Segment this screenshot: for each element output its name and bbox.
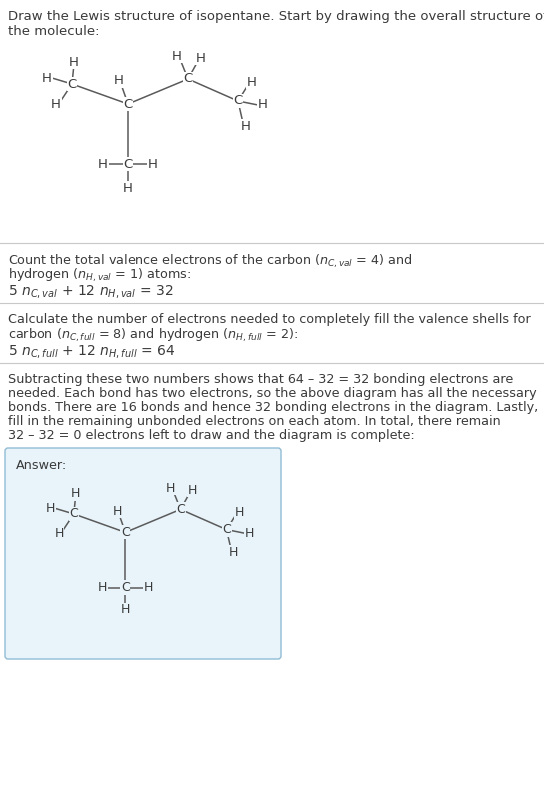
Text: bonds. There are 16 bonds and hence 32 bonding electrons in the diagram. Lastly,: bonds. There are 16 bonds and hence 32 b… [8, 401, 538, 414]
Text: H: H [144, 581, 153, 594]
Text: H: H [54, 527, 64, 540]
Text: needed. Each bond has two electrons, so the above diagram has all the necessary: needed. Each bond has two electrons, so … [8, 387, 536, 400]
Text: hydrogen ($n_{H,val}$ = 1) atoms:: hydrogen ($n_{H,val}$ = 1) atoms: [8, 267, 191, 284]
Text: H: H [123, 182, 133, 194]
Text: C: C [70, 507, 78, 521]
Text: C: C [183, 73, 193, 85]
Text: H: H [148, 157, 158, 171]
Text: C: C [176, 503, 185, 516]
Text: 32 – 32 = 0 electrons left to draw and the diagram is complete:: 32 – 32 = 0 electrons left to draw and t… [8, 429, 415, 442]
Text: Count the total valence electrons of the carbon ($n_{C,val}$ = 4) and: Count the total valence electrons of the… [8, 253, 412, 270]
Text: carbon ($n_{C,full}$ = 8) and hydrogen ($n_{H,full}$ = 2):: carbon ($n_{C,full}$ = 8) and hydrogen (… [8, 327, 298, 344]
Text: H: H [121, 603, 130, 616]
Text: H: H [247, 76, 257, 88]
Text: C: C [121, 581, 129, 594]
Text: H: H [196, 51, 206, 65]
Text: H: H [258, 99, 268, 111]
Text: H: H [71, 487, 81, 500]
Text: H: H [113, 505, 122, 517]
Text: H: H [98, 581, 107, 594]
Text: Draw the Lewis structure of isopentane. Start by drawing the overall structure o: Draw the Lewis structure of isopentane. … [8, 10, 544, 38]
Text: Calculate the number of electrons needed to completely fill the valence shells f: Calculate the number of electrons needed… [8, 313, 531, 326]
Text: H: H [46, 502, 55, 515]
Text: H: H [69, 55, 79, 69]
Text: C: C [233, 95, 243, 107]
Text: H: H [114, 74, 124, 88]
Text: 5 $n_{C,full}$ + 12 $n_{H,full}$ = 64: 5 $n_{C,full}$ + 12 $n_{H,full}$ = 64 [8, 343, 175, 360]
Text: C: C [67, 77, 77, 91]
Text: C: C [222, 523, 231, 536]
Text: C: C [123, 97, 133, 111]
Text: H: H [172, 50, 182, 62]
Text: H: H [166, 482, 175, 495]
FancyBboxPatch shape [5, 448, 281, 659]
Text: fill in the remaining unbonded electrons on each atom. In total, there remain: fill in the remaining unbonded electrons… [8, 415, 500, 428]
Text: H: H [42, 72, 52, 85]
Text: H: H [241, 119, 251, 133]
Text: H: H [98, 157, 108, 171]
Text: H: H [188, 483, 197, 497]
Text: H: H [235, 506, 244, 518]
Text: H: H [51, 99, 61, 111]
Text: Answer:: Answer: [16, 459, 67, 472]
Text: H: H [229, 546, 239, 559]
Text: C: C [123, 157, 133, 171]
Text: C: C [121, 526, 129, 539]
Text: 5 $n_{C,val}$ + 12 $n_{H,val}$ = 32: 5 $n_{C,val}$ + 12 $n_{H,val}$ = 32 [8, 283, 174, 300]
Text: H: H [245, 527, 254, 540]
Text: Subtracting these two numbers shows that 64 – 32 = 32 bonding electrons are: Subtracting these two numbers shows that… [8, 373, 513, 386]
